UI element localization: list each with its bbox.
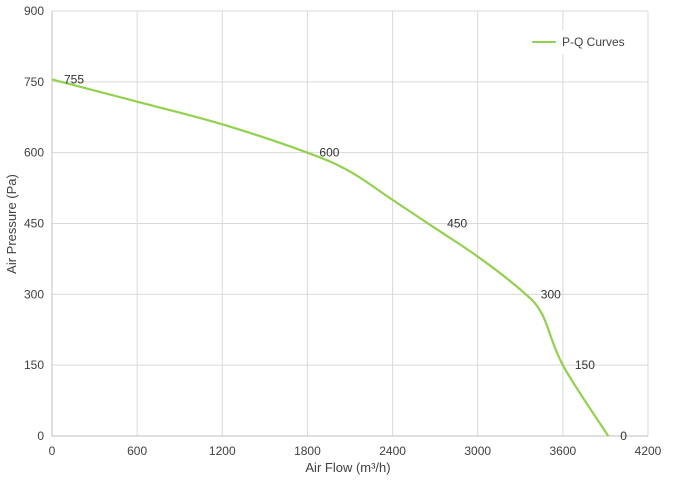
y-tick-label: 300 bbox=[24, 287, 44, 301]
legend-label: P-Q Curves bbox=[562, 35, 625, 49]
data-label: 600 bbox=[319, 146, 339, 160]
x-tick-label: 4200 bbox=[635, 444, 662, 458]
x-axis-title: Air Flow (m³/h) bbox=[305, 460, 390, 475]
data-label: 300 bbox=[541, 287, 561, 301]
data-label: 0 bbox=[620, 429, 627, 443]
x-tick-label: 1800 bbox=[294, 444, 321, 458]
y-tick-label: 600 bbox=[24, 146, 44, 160]
x-tick-label: 600 bbox=[127, 444, 147, 458]
data-label: 450 bbox=[447, 217, 467, 231]
data-labels: 755 600 450 300 150 0 bbox=[64, 72, 627, 443]
y-tick-label: 750 bbox=[24, 75, 44, 89]
series-line-pq-curve bbox=[51, 78, 610, 437]
data-label: 150 bbox=[575, 358, 595, 372]
grid bbox=[51, 10, 649, 437]
y-tick-label: 900 bbox=[24, 4, 44, 18]
x-tick-label: 1200 bbox=[209, 444, 236, 458]
data-label: 755 bbox=[64, 72, 84, 86]
legend: P-Q Curves bbox=[525, 30, 635, 54]
x-tick-label: 2400 bbox=[379, 444, 406, 458]
y-tick-label: 0 bbox=[37, 429, 44, 443]
series-layer bbox=[51, 78, 610, 437]
y-tick-label: 150 bbox=[24, 358, 44, 372]
y-axis-title: Air Pressure (Pa) bbox=[4, 174, 19, 274]
x-tick-label: 3600 bbox=[550, 444, 577, 458]
x-tick-label: 0 bbox=[49, 444, 56, 458]
x-tick-label: 3000 bbox=[464, 444, 491, 458]
y-tick-label: 450 bbox=[24, 217, 44, 231]
